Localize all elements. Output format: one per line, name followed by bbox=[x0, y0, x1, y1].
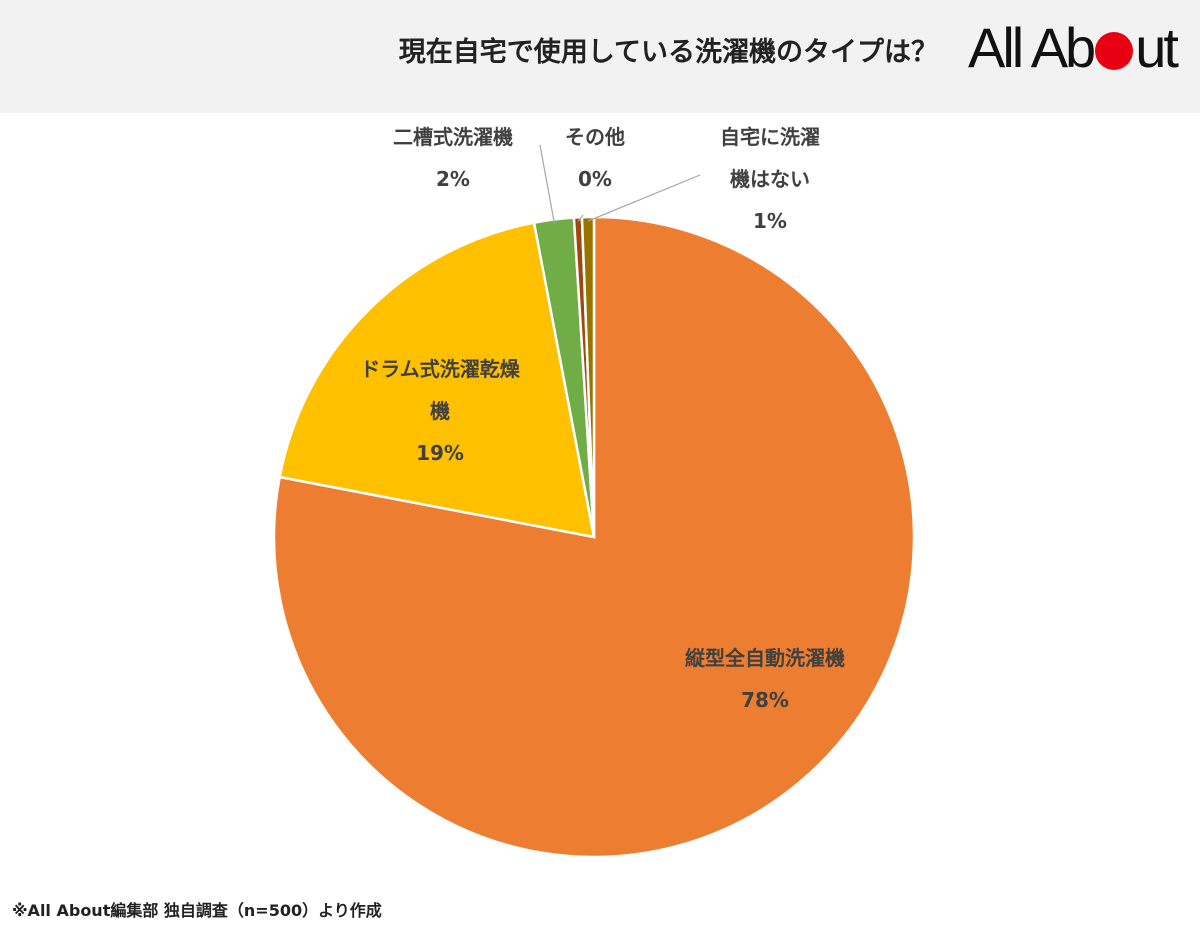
leader-line-4 bbox=[587, 174, 701, 222]
label-other: その他 0% bbox=[550, 116, 640, 200]
label-no-washer-name-1: 自宅に洗濯 bbox=[720, 125, 820, 149]
chart-title: 現在自宅で使用している洗濯機のタイプは？ bbox=[398, 37, 938, 68]
label-no-washer-value: 1% bbox=[753, 209, 787, 233]
label-no-washer: 自宅に洗濯 機はない 1% bbox=[700, 116, 840, 242]
leader-line-3 bbox=[577, 214, 584, 222]
label-twin-tub-washer-name: 二槽式洗濯機 bbox=[393, 125, 513, 149]
allabout-logo: All Ab ut bbox=[968, 16, 1179, 79]
label-drum-washer-value: 19% bbox=[416, 441, 464, 465]
label-drum-washer: ドラム式洗濯乾燥 機 19% bbox=[330, 348, 550, 474]
label-drum-washer-name-1: ドラム式洗濯乾燥 bbox=[360, 357, 520, 381]
header-bar: 現在自宅で使用している洗濯機のタイプは？ All Ab ut bbox=[0, 0, 1200, 113]
pie-chart bbox=[272, 144, 916, 859]
label-twin-tub-washer-value: 2% bbox=[436, 167, 470, 191]
label-drum-washer-name-2: 機 bbox=[430, 399, 450, 423]
pie-slices bbox=[272, 215, 916, 859]
label-vertical-washer: 縦型全自動洗濯機 78% bbox=[665, 637, 865, 721]
logo-text-before: All Ab bbox=[968, 16, 1096, 79]
leader-lines bbox=[539, 144, 701, 224]
logo-text-after: ut bbox=[1135, 16, 1179, 79]
label-vertical-washer-value: 78% bbox=[741, 688, 789, 712]
label-no-washer-name-2: 機はない bbox=[730, 167, 810, 191]
pie-slice-1 bbox=[278, 221, 596, 539]
label-vertical-washer-name: 縦型全自動洗濯機 bbox=[685, 646, 845, 670]
label-other-name: その他 bbox=[565, 125, 625, 149]
label-twin-tub-washer: 二槽式洗濯機 2% bbox=[373, 116, 533, 200]
source-footnote: ※All About編集部 独自調査（n=500）より作成 bbox=[12, 901, 382, 920]
logo-red-dot bbox=[1095, 32, 1134, 70]
label-other-value: 0% bbox=[578, 167, 612, 191]
leader-line-2 bbox=[539, 144, 555, 224]
